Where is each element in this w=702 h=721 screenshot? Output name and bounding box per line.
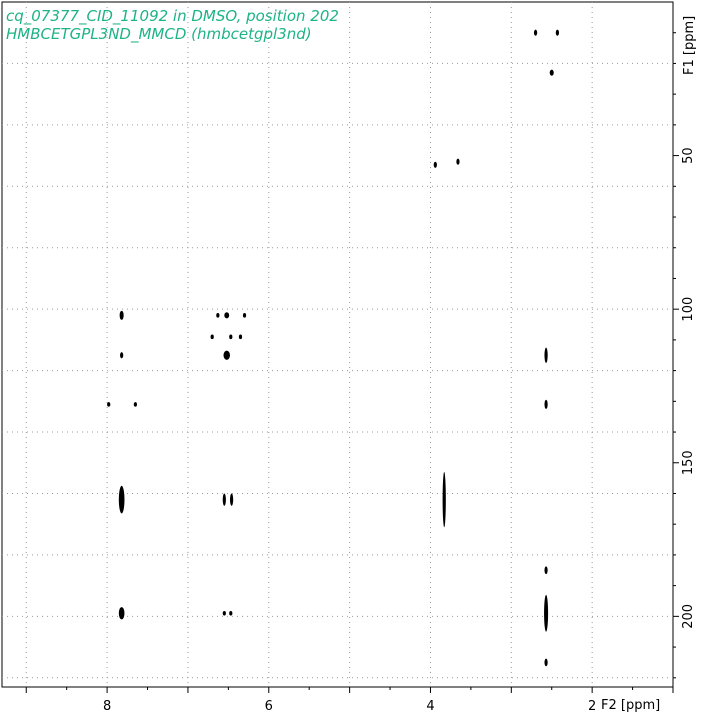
cross-peak <box>107 402 111 407</box>
cross-peak <box>544 658 548 667</box>
peak-layer <box>107 29 560 667</box>
cross-peak <box>456 158 460 165</box>
cross-peak <box>555 29 560 36</box>
y-axis-ticks: 50 100 150 200 <box>673 32 696 679</box>
x-tick-label: 2 <box>588 699 596 714</box>
cross-peak <box>222 493 226 506</box>
y-tick-label: 100 <box>681 297 696 322</box>
x-tick-label: 6 <box>265 699 273 714</box>
experiment-title: cq_07377_CID_11092 in DMSO, position 202 <box>6 7 339 26</box>
cross-peak <box>544 566 548 575</box>
pulse-program-title: HMBCETGPL3ND_MMCD (hmbcetgpl3nd) <box>6 25 312 44</box>
cross-peak <box>120 352 124 359</box>
x-tick-label: 4 <box>426 699 434 714</box>
y-tick-label: 150 <box>681 450 696 475</box>
cross-peak <box>533 29 538 36</box>
cross-peak <box>229 610 233 616</box>
cross-peak <box>544 399 548 410</box>
x-axis-ticks: 8 6 4 2 <box>25 687 674 714</box>
cross-peak <box>118 485 125 514</box>
cross-peak <box>133 402 137 407</box>
cross-peak <box>118 607 125 620</box>
cross-peak <box>229 493 234 506</box>
y-tick-label: 200 <box>681 604 696 629</box>
cross-peak <box>442 471 446 528</box>
cross-peak <box>544 594 549 632</box>
cross-peak <box>224 312 230 319</box>
cross-peak <box>544 347 548 363</box>
grid-lines <box>2 2 673 687</box>
y-axis-label: F1 [ppm] <box>682 16 697 75</box>
cross-peak <box>433 161 437 168</box>
cross-peak <box>210 334 214 340</box>
x-axis-label: F2 [ppm] <box>601 698 660 713</box>
cross-peak <box>549 69 554 76</box>
y-tick-label: 50 <box>681 147 696 164</box>
cross-peak <box>223 350 230 360</box>
cross-peak <box>229 334 233 340</box>
cross-peak <box>242 313 247 318</box>
cross-peak <box>216 313 220 318</box>
x-tick-label: 8 <box>103 699 111 714</box>
cross-peak <box>119 310 124 320</box>
cross-peak <box>238 334 243 340</box>
plot-frame <box>1 1 674 688</box>
cross-peak <box>222 610 226 616</box>
